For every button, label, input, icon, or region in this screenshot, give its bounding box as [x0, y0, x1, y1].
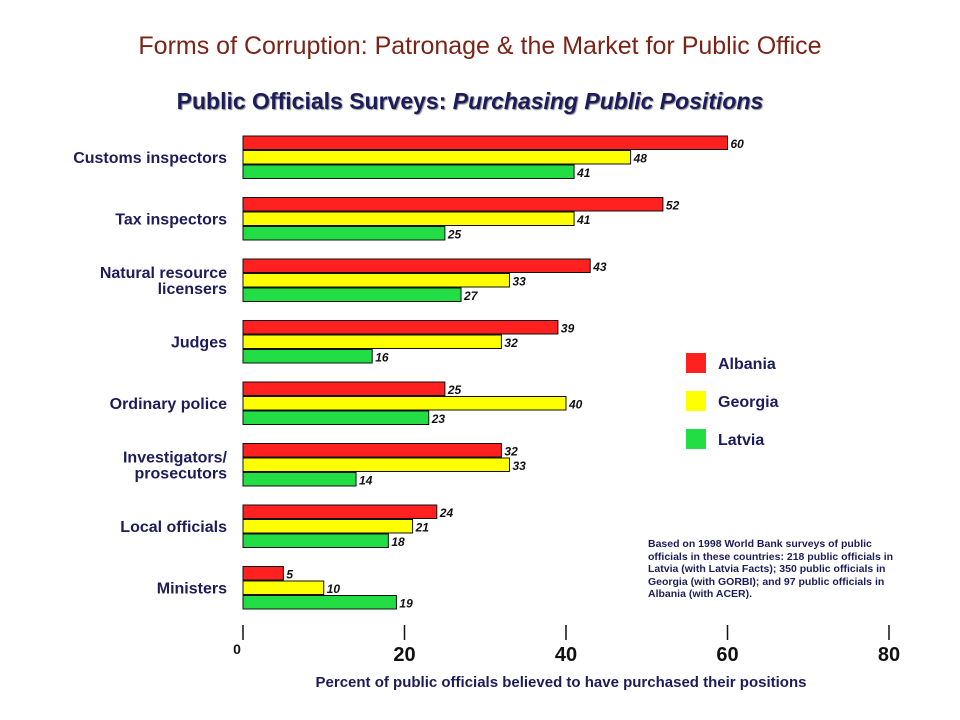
data-label-albania-investigators-prosecutors: 32 [504, 445, 518, 459]
category-label-line: Customs inspectors [73, 150, 227, 167]
category-label-line: prosecutors [135, 465, 228, 482]
data-label-latvia-tax-inspectors: 25 [447, 228, 462, 242]
data-label-latvia-judges: 16 [375, 351, 389, 365]
bar-albania-natural-resource-licensers [242, 258, 591, 273]
data-label-albania-judges: 39 [561, 322, 575, 336]
data-label-albania-tax-inspectors: 52 [666, 199, 680, 213]
subtitle-plain: Public Officials Surveys: [176, 88, 453, 114]
data-label-albania-ordinary-police: 25 [447, 383, 462, 397]
category-label-line: licensers [158, 281, 227, 298]
data-label-georgia-local-officials: 21 [415, 521, 430, 535]
category-label-line: Natural resource [100, 265, 227, 282]
bar-georgia-ministers [242, 580, 325, 595]
subtitle-italic: Purchasing Public Positions [452, 88, 764, 114]
data-label-latvia-investigators-prosecutors: 14 [359, 474, 373, 488]
data-label-latvia-natural-resource-licensers: 27 [463, 289, 479, 303]
data-label-georgia-customs-inspectors: 48 [633, 152, 648, 166]
data-label-albania-natural-resource-licensers: 43 [592, 260, 607, 274]
legend-label-georgia: Georgia [718, 394, 779, 411]
bar-georgia-investigators-prosecutors [242, 457, 510, 472]
category-label-local-officials: Local officials [120, 519, 227, 536]
legend-swatch-albania [686, 353, 706, 373]
category-label-ordinary-police: Ordinary police [110, 396, 227, 413]
data-label-georgia-tax-inspectors: 41 [576, 213, 591, 227]
legend-label-latvia: Latvia [718, 432, 764, 449]
category-label-judges: Judges [171, 334, 227, 351]
data-label-georgia-judges: 32 [504, 336, 518, 350]
bar-latvia-ministers [242, 595, 397, 610]
data-label-georgia-natural-resource-licensers: 33 [512, 275, 526, 289]
x-tick-label: 40 [555, 644, 577, 666]
bar-georgia-natural-resource-licensers [242, 273, 510, 288]
category-labels: Customs inspectors Tax inspectors Natural … [73, 150, 227, 598]
data-label-latvia-ordinary-police: 23 [431, 412, 446, 426]
bar-albania-judges [242, 320, 559, 335]
data-label-latvia-local-officials: 18 [391, 535, 405, 549]
x-tick-label: 80 [878, 644, 900, 666]
data-label-georgia-ordinary-police: 40 [568, 398, 583, 412]
category-label-investigators-prosecutors: Investigators/prosecutors [123, 449, 228, 482]
bar-latvia-tax-inspectors [242, 226, 446, 241]
category-label-customs-inspectors: Customs inspectors [73, 150, 227, 167]
x-axis: 0 20 40 60 80 [233, 625, 900, 666]
x-tick-label: 20 [393, 644, 415, 666]
bar-latvia-ordinary-police [242, 410, 430, 425]
category-label-line: Judges [171, 334, 227, 351]
main-title: Forms of Corruption: Patronage & the Mar… [138, 32, 822, 60]
category-label-ministers: Ministers [157, 580, 227, 597]
bar-albania-ordinary-police [242, 381, 446, 396]
bar-georgia-local-officials [242, 519, 414, 534]
data-label-albania-ministers: 5 [286, 568, 293, 582]
data-label-albania-local-officials: 24 [439, 506, 454, 520]
bar-albania-tax-inspectors [242, 197, 664, 212]
data-label-georgia-investigators-prosecutors: 33 [512, 459, 526, 473]
x-tick-label: 60 [716, 644, 738, 666]
bar-georgia-ordinary-police [242, 396, 567, 411]
bar-latvia-natural-resource-licensers [242, 287, 462, 302]
category-label-tax-inspectors: Tax inspectors [115, 211, 227, 228]
bar-georgia-customs-inspectors [242, 150, 632, 165]
category-label-line: Local officials [120, 519, 227, 536]
bar-georgia-judges [242, 334, 502, 349]
category-label-line: Ministers [157, 580, 227, 597]
bar-albania-investigators-prosecutors [242, 443, 502, 458]
category-label-natural-resource-licensers: Natural resource licensers [100, 265, 227, 298]
category-label-line: Tax inspectors [115, 211, 227, 228]
bar-albania-customs-inspectors [242, 135, 728, 150]
data-label-latvia-ministers: 19 [399, 597, 413, 611]
bar-albania-local-officials [242, 504, 438, 519]
x-axis-label: Percent of public officials believed to … [316, 674, 807, 691]
category-label-line: Investigators/ [123, 449, 228, 466]
legend-swatch-georgia [686, 391, 706, 411]
bar-georgia-tax-inspectors [242, 211, 575, 226]
data-label-latvia-customs-inspectors: 41 [576, 166, 591, 180]
bars: 6048415241254333273932162540233233142421… [242, 135, 745, 611]
bar-latvia-local-officials [242, 533, 389, 548]
category-label-line: Ordinary police [110, 396, 227, 413]
data-label-georgia-ministers: 10 [327, 582, 341, 596]
bar-latvia-investigators-prosecutors [242, 472, 357, 487]
legend-swatch-latvia [686, 429, 706, 449]
chart-subtitle: Public Officials Surveys: Purchasing Pub… [0, 88, 940, 115]
bar-latvia-customs-inspectors [242, 164, 575, 179]
bar-albania-ministers [242, 566, 284, 581]
source-note: Based on 1998 World Bank surveys of publ… [648, 538, 894, 600]
data-label-albania-customs-inspectors: 60 [731, 137, 745, 151]
legend: Albania Georgia Latvia [686, 353, 779, 449]
legend-label-albania: Albania [718, 356, 776, 373]
x-tick-label: 0 [233, 641, 241, 657]
bar-latvia-judges [242, 349, 373, 364]
